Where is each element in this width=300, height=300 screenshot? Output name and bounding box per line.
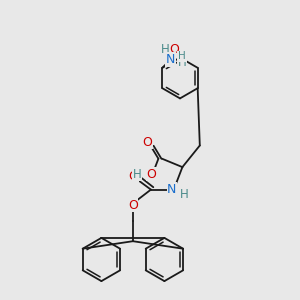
- Text: N: N: [166, 53, 175, 66]
- Text: H: H: [179, 188, 188, 202]
- Text: H: H: [178, 51, 186, 62]
- Text: H: H: [161, 43, 170, 56]
- Text: O: O: [128, 199, 138, 212]
- Text: O: O: [146, 168, 156, 181]
- Text: O: O: [142, 136, 152, 149]
- Text: N: N: [167, 183, 177, 196]
- Text: H: H: [178, 56, 186, 69]
- Text: O: O: [170, 43, 179, 56]
- Text: H: H: [133, 168, 142, 181]
- Text: O: O: [129, 170, 138, 184]
